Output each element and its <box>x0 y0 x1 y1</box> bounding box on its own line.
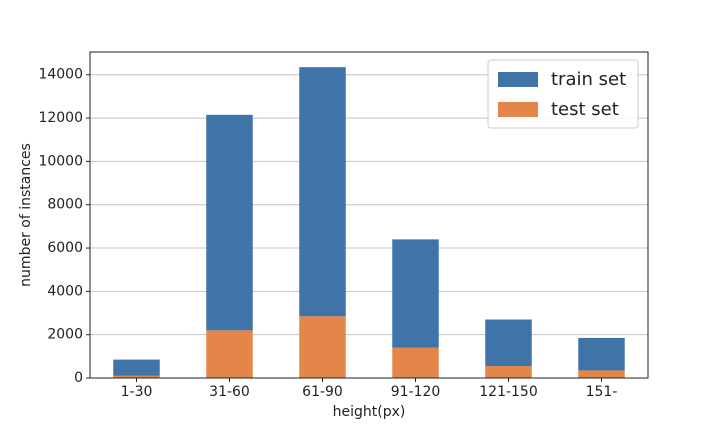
bar-segment <box>206 114 253 331</box>
bar-segment <box>392 347 439 378</box>
plot-frame <box>89 51 649 379</box>
bar-segment <box>299 316 346 378</box>
x-axis-label: height(px) <box>333 404 406 420</box>
legend-label: test set <box>551 99 619 120</box>
bar-segment <box>485 319 532 367</box>
y-tick-label: 8000 <box>47 197 83 213</box>
y-tick-label: 14000 <box>38 67 83 83</box>
bar-segment <box>299 67 346 317</box>
y-tick-label: 2000 <box>47 327 83 343</box>
y-tick-label: 6000 <box>47 240 83 256</box>
y-tick-label: 4000 <box>47 283 83 299</box>
x-tick-label: 1-30 <box>121 384 153 400</box>
bar-segment <box>113 375 160 378</box>
bar-segment <box>392 239 439 348</box>
bar-segment <box>578 337 625 371</box>
legend-swatch <box>498 102 538 117</box>
legend-swatch <box>498 72 538 87</box>
y-axis-label: number of instances <box>18 143 34 287</box>
bar-segment <box>113 359 160 376</box>
bar-segment <box>485 366 532 378</box>
y-tick-label: 0 <box>74 370 83 386</box>
y-tick-label: 12000 <box>38 110 83 126</box>
x-tick-label: 121-150 <box>479 384 538 400</box>
x-tick-label: 31-60 <box>209 384 250 400</box>
y-tick-label: 10000 <box>38 153 83 169</box>
x-tick-label: 151- <box>586 384 618 400</box>
legend-label: train set <box>551 69 626 90</box>
x-tick-label: 91-120 <box>391 384 441 400</box>
bar-segment <box>578 370 625 378</box>
x-tick-label: 61-90 <box>302 384 343 400</box>
bar-segment <box>206 330 253 378</box>
